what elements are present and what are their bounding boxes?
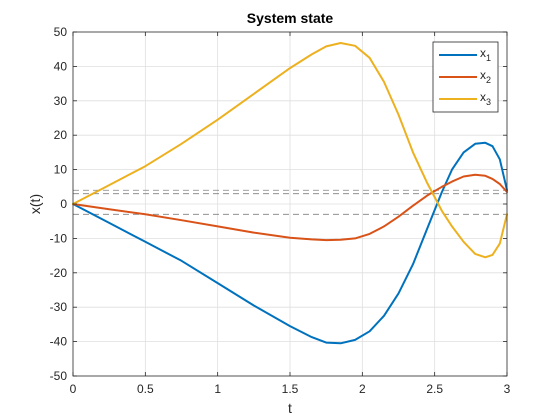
- x-tick-label: 3: [504, 382, 511, 396]
- y-tick-label: 50: [54, 25, 68, 39]
- legend: x1 x2 x3: [432, 41, 499, 113]
- y-tick-label: 0: [60, 197, 67, 211]
- x-tick-label: 1.5: [282, 382, 299, 396]
- legend-label-x2: x2: [480, 68, 491, 85]
- x-tick-label: 0.5: [137, 382, 154, 396]
- series-line-x2: [72, 173, 508, 242]
- y-tick-label: -50: [50, 369, 68, 383]
- x-tick-label: 2: [359, 382, 366, 396]
- x-tick-label: 0: [70, 382, 77, 396]
- x-tick-label: 2.5: [426, 382, 443, 396]
- series-group: [72, 42, 508, 345]
- y-tick-label: -40: [50, 335, 68, 349]
- legend-label-x1: x1: [480, 46, 491, 63]
- y-tick-label: 10: [54, 163, 68, 177]
- chart-title: System state: [247, 10, 334, 26]
- x-axis-label: t: [288, 400, 292, 416]
- y-tick-label: -10: [50, 231, 68, 245]
- y-tick-label: 40: [54, 59, 68, 73]
- y-axis-label: x(t): [27, 194, 43, 214]
- x-tick-label: 1: [214, 382, 221, 396]
- y-tick-label: -30: [50, 300, 68, 314]
- series-line-x3: [72, 42, 508, 259]
- y-tick-label: -20: [50, 266, 68, 280]
- y-tick-label: 20: [54, 128, 68, 142]
- axis-ticks: 0 0.5 1 1.5 2 2.5 3 -50 -40 -30 -20 -10 0 10 20 30 40 50: [50, 25, 511, 396]
- grid: [73, 32, 507, 376]
- y-tick-label: 30: [54, 94, 68, 108]
- legend-label-x3: x3: [480, 90, 491, 107]
- series-line-x1: [72, 141, 508, 345]
